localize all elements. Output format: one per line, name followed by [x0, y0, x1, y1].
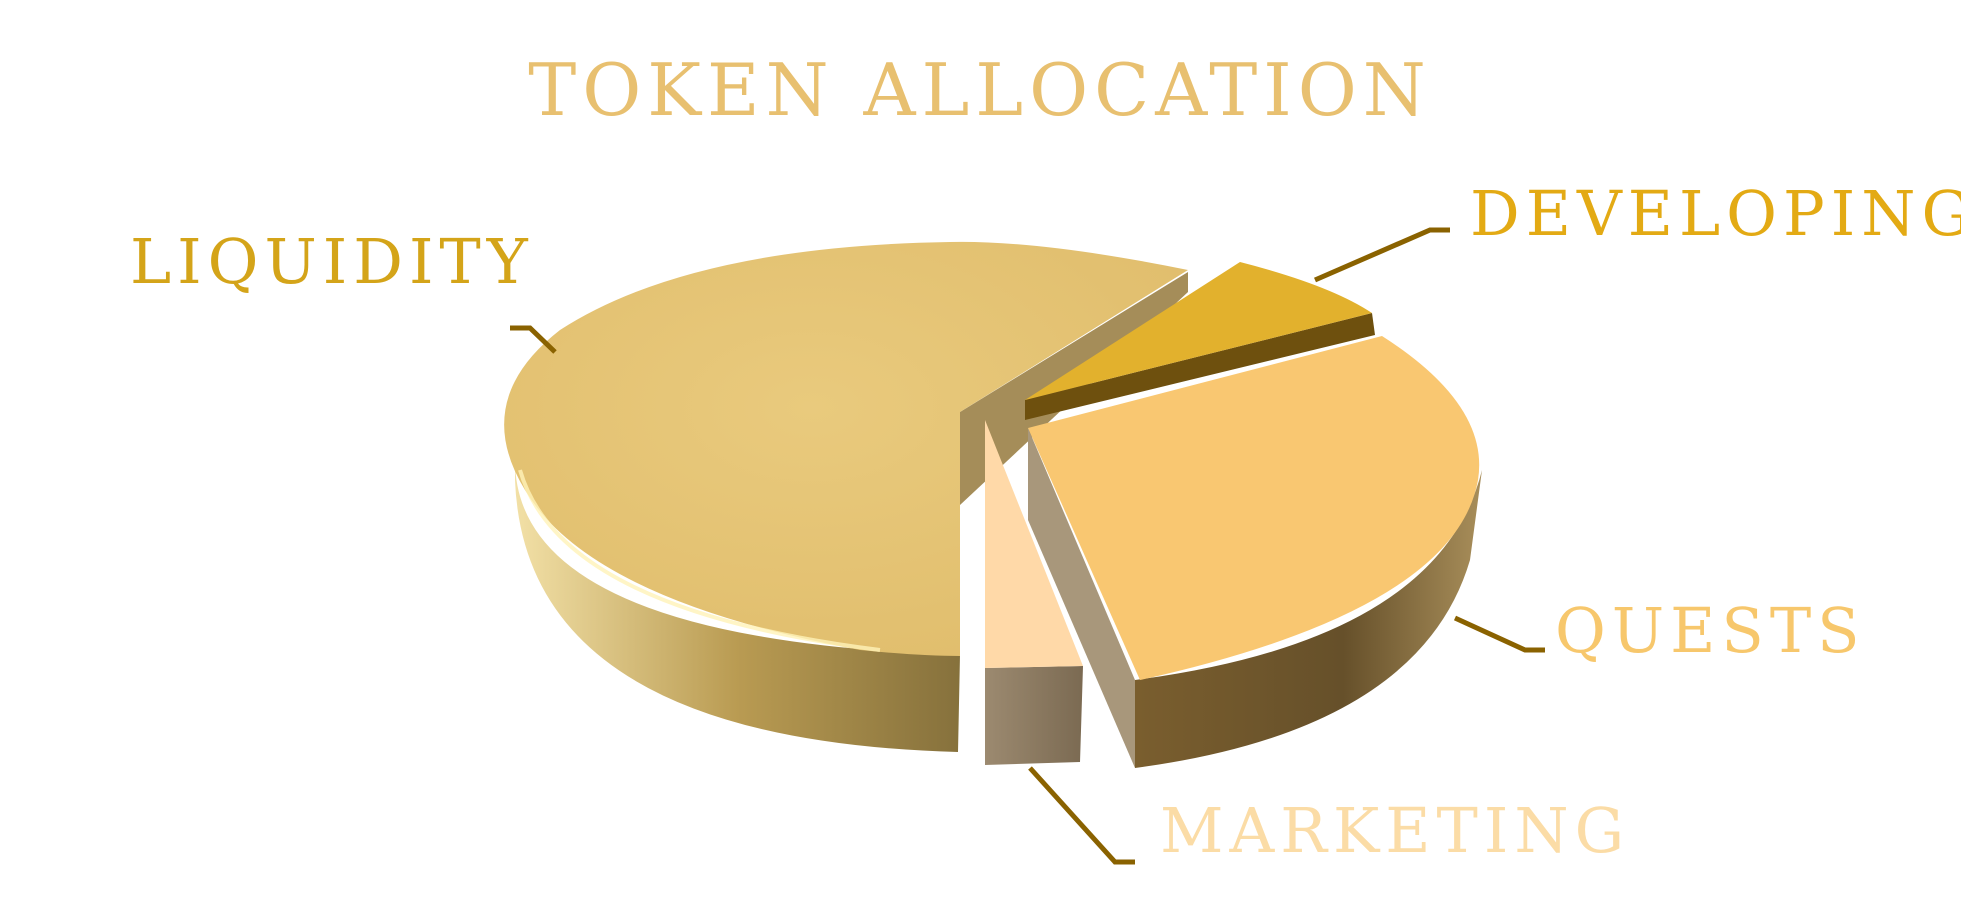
leader-quests: [1453, 615, 1545, 653]
pie-side-marketing: [985, 666, 1083, 765]
pie-body: [504, 241, 1482, 768]
pie-side-liquidity: [515, 460, 960, 752]
pie-rim-highlight: [518, 469, 881, 652]
pie-cut-developing: [1025, 313, 1375, 420]
pie-slice-quests[interactable]: [1028, 336, 1480, 680]
pie-side-quests: [1135, 470, 1482, 768]
pie-slice-developing[interactable]: [1025, 262, 1372, 400]
label-developing: DEVELOPING: [1470, 177, 1961, 250]
leader-marketing: [1028, 766, 1135, 865]
label-marketing: MARKETING: [1160, 794, 1630, 867]
label-liquidity: LIQUIDITY: [130, 225, 534, 298]
leader-developing: [1314, 227, 1450, 283]
chart-title: TOKEN ALLOCATION: [528, 48, 1432, 132]
leader-liquidity: [510, 325, 557, 354]
leader-lines: [510, 227, 1545, 865]
pie-slice-liquidity[interactable]: [504, 241, 1188, 656]
pie-cut-quests: [1028, 428, 1135, 768]
label-quests: QUESTS: [1555, 594, 1866, 667]
pie-slice-marketing[interactable]: [985, 420, 1083, 668]
